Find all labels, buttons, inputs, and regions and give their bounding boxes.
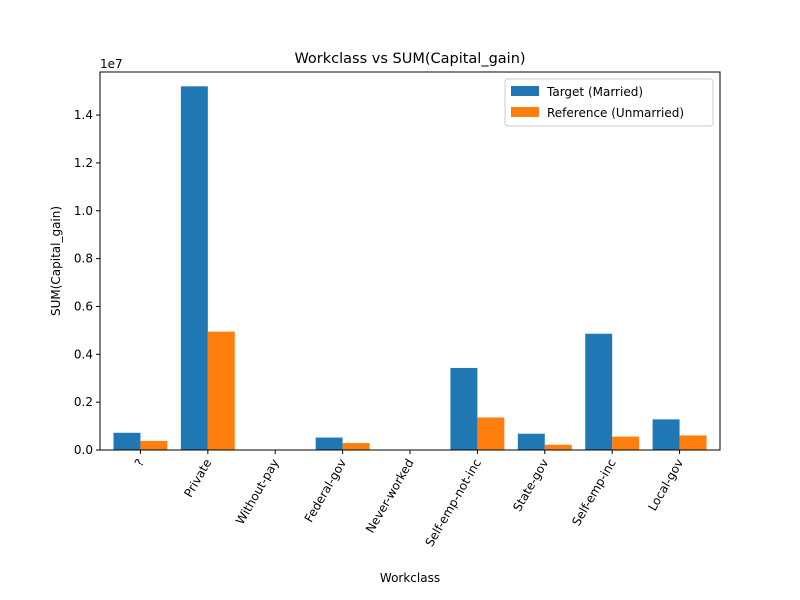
x-axis-ticks: ? Private Without-pay Federal-gov Never-work… [132,450,686,549]
plot-area-frame [99,71,721,451]
y-tick-label: 0.4 [74,347,93,361]
y-tick-label: 1.2 [74,156,93,170]
bar-target- [113,432,141,450]
bar-target-state-gov [517,433,545,450]
bar-target-self-emp-not-inc [450,367,478,450]
y-tick-label: 0.0 [74,443,93,457]
y-axis-title: SUM(Capital_gain) [49,206,63,316]
x-axis-title: Workclass [380,571,440,585]
y-tick-label: 1.0 [74,204,93,218]
legend-swatch-target [511,86,539,96]
bar-target-local-gov [652,419,680,450]
bars-group [113,86,707,450]
y-axis-ticks: 0.0 0.2 0.4 0.6 0.8 1.0 1.2 1.4 [74,108,100,457]
bar-reference-federal-gov [342,443,370,450]
y-tick-label: 1.4 [74,108,93,122]
legend-label-target: Target (Married) [546,85,643,99]
x-tick-label: Never-worked [363,457,417,536]
bar-reference-self-emp-inc [612,436,640,450]
bar-target-self-emp-inc [585,333,613,450]
y-tick-label: 0.8 [74,252,93,266]
x-tick-label: Without-pay [233,457,282,527]
x-tick-label: ? [132,457,147,470]
chart-title: Workclass vs SUM(Capital_gain) [294,51,525,67]
y-axis-offset-label: 1e7 [100,57,123,71]
x-tick-label: Federal-gov [302,457,349,525]
bar-reference-state-gov [544,444,572,450]
legend: Target (Married) Reference (Unmarried) [504,78,714,127]
legend-label-reference: Reference (Unmarried) [547,106,684,120]
legend-swatch-reference [511,107,539,117]
x-tick-label: Self-emp-not-inc [422,457,484,550]
bar-reference-private [207,331,235,450]
x-tick-label: Private [181,457,214,500]
y-tick-label: 0.6 [74,299,93,313]
bar-reference- [140,440,168,450]
bar-target-private [180,86,208,450]
x-tick-label: Self-emp-inc [569,457,619,529]
bar-reference-local-gov [679,435,707,450]
x-tick-label: Local-gov [645,457,686,514]
x-tick-label: State-gov [510,457,551,514]
bar-reference-self-emp-not-inc [477,417,505,450]
legend-frame [504,78,714,127]
bar-target-federal-gov [315,437,343,450]
y-tick-label: 0.2 [74,395,93,409]
